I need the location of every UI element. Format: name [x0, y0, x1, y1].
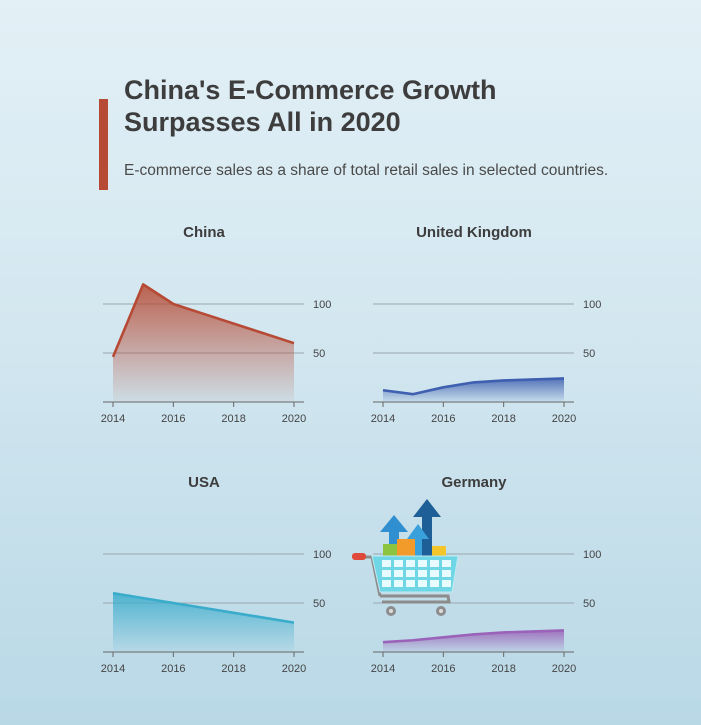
y-tick-label-50-china: 50 — [313, 348, 325, 360]
x-tick-label-2014-usa: 2014 — [101, 663, 125, 675]
y-tick-label-50-usa: 50 — [313, 598, 325, 610]
x-tick-label-2014-uk: 2014 — [371, 413, 395, 425]
x-tick-label-2018-germany: 2018 — [491, 663, 515, 675]
area-fill-china — [113, 284, 294, 402]
title-line-2: Surpasses All in 2020 — [124, 107, 401, 137]
chart-title-china: China — [183, 224, 225, 241]
y-tick-label-50-germany: 50 — [583, 598, 595, 610]
shopping-cart-icon — [352, 499, 459, 616]
x-tick-label-2016-uk: 2016 — [431, 413, 455, 425]
y-tick-label-100-germany: 100 — [583, 549, 601, 561]
x-tick-label-2016-china: 2016 — [161, 413, 185, 425]
x-tick-label-2020-uk: 2020 — [552, 413, 576, 425]
x-tick-label-2014-germany: 2014 — [371, 663, 395, 675]
x-tick-label-2020-usa: 2020 — [282, 663, 306, 675]
y-tick-label-100-uk: 100 — [583, 299, 601, 311]
x-tick-label-2018-china: 2018 — [221, 413, 245, 425]
chart-panel-uk: 50 100 2014 2016 2018 2020 — [371, 299, 602, 425]
y-tick-label-100-china: 100 — [313, 299, 331, 311]
area-fill-usa — [113, 593, 294, 652]
x-tick-label-2018-usa: 2018 — [221, 663, 245, 675]
x-tick-label-2016-usa: 2016 — [161, 663, 185, 675]
x-tick-label-2020-china: 2020 — [282, 413, 306, 425]
chart-title-germany: Germany — [441, 474, 507, 491]
x-tick-label-2016-germany: 2016 — [431, 663, 455, 675]
x-tick-label-2020-germany: 2020 — [552, 663, 576, 675]
series-line-uk — [382, 377, 565, 396]
chart-panel-usa: 50 100 2014 2016 2018 2020 — [101, 549, 332, 675]
chart-title-usa: USA — [188, 474, 220, 491]
series-line-china — [111, 283, 295, 358]
title-line-1: China's E-Commerce Growth — [124, 75, 497, 105]
series-line-germany — [382, 629, 565, 644]
x-tick-label-2018-uk: 2018 — [491, 413, 515, 425]
page-title: China's E-Commerce Growth Surpasses All … — [124, 74, 497, 138]
chart-title-uk: United Kingdom — [416, 224, 532, 241]
page-subtitle: E-commerce sales as a share of total ret… — [124, 162, 609, 179]
area-fill-uk — [383, 378, 564, 402]
y-tick-label-100-usa: 100 — [313, 549, 331, 561]
chart-panel-china: 50 100 2014 2016 2018 2020 — [101, 283, 331, 425]
title-accent-bar — [99, 99, 108, 190]
area-fill-germany — [383, 630, 564, 652]
series-line-usa — [112, 591, 295, 624]
chart-panel-germany: 50 100 2014 2016 2018 2020 — [371, 549, 602, 675]
y-tick-label-50-uk: 50 — [583, 348, 595, 360]
x-tick-label-2014-china: 2014 — [101, 413, 125, 425]
